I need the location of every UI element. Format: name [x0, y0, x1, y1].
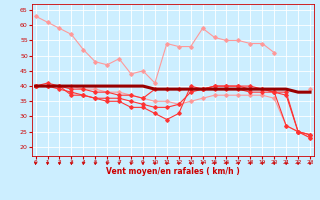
X-axis label: Vent moyen/en rafales ( km/h ): Vent moyen/en rafales ( km/h ) [106, 167, 240, 176]
